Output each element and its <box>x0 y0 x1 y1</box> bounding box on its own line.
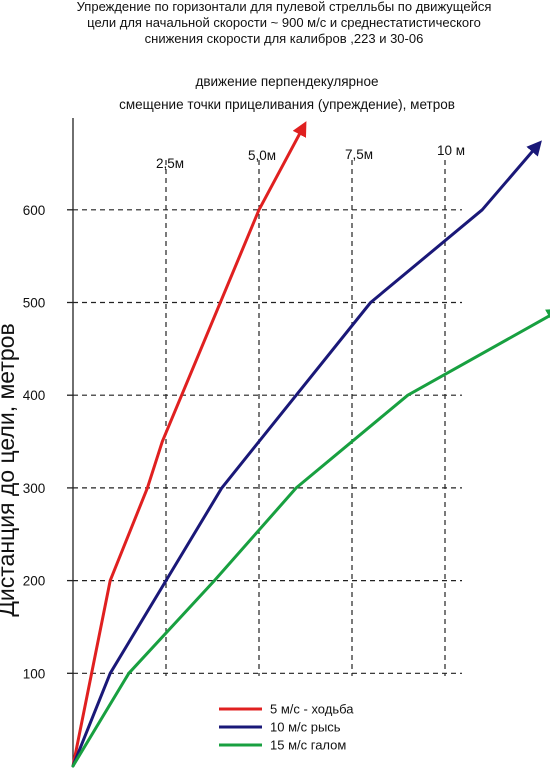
series-line-1 <box>71 121 307 768</box>
legend-label-3: 15 м/с галом <box>270 738 346 753</box>
x-tick-label: 2,5м <box>156 156 184 171</box>
chart-title-line-3: снижения скорости для калибров ,223 и 30… <box>145 31 424 46</box>
chart-subtitle-line-2: смещение точки прицеливания (упреждение)… <box>119 97 455 112</box>
legend-label-1: 5 м/с - ходьба <box>270 702 354 717</box>
y-axis-label: Дистанция до цели, метров <box>0 323 19 616</box>
tick-layer: 100 200 300 400 500 600 2,5м 5,0м 7,5м 10 м <box>23 143 465 681</box>
y-tick-label: 400 <box>23 388 46 403</box>
legend: 5 м/с - ходьба 10 м/с рысь 15 м/с галом <box>219 702 354 753</box>
chart-title-line-1: Упреждение по горизонтали для пулевой ст… <box>77 0 492 14</box>
x-tick-label: 7,5м <box>345 147 373 162</box>
legend-label-2: 10 м/с рысь <box>270 720 341 735</box>
x-tick-label: 10 м <box>437 143 465 158</box>
series-line-3 <box>71 308 550 768</box>
axis-layer <box>67 118 74 766</box>
y-tick-label: 300 <box>23 481 46 496</box>
y-tick-label: 200 <box>23 574 46 589</box>
y-tick-label: 600 <box>23 203 46 218</box>
grid-layer <box>73 160 462 676</box>
chart-subtitle-line-1: движение перпендекулярное <box>195 74 378 89</box>
series-line-2 <box>71 140 542 768</box>
y-tick-label: 500 <box>23 296 46 311</box>
chart-title-line-2: цели для начальной скорости ~ 900 м/с и … <box>87 15 481 30</box>
y-tick-label: 100 <box>23 666 46 681</box>
x-tick-label: 5,0м <box>248 148 276 163</box>
series-layer <box>71 121 550 768</box>
